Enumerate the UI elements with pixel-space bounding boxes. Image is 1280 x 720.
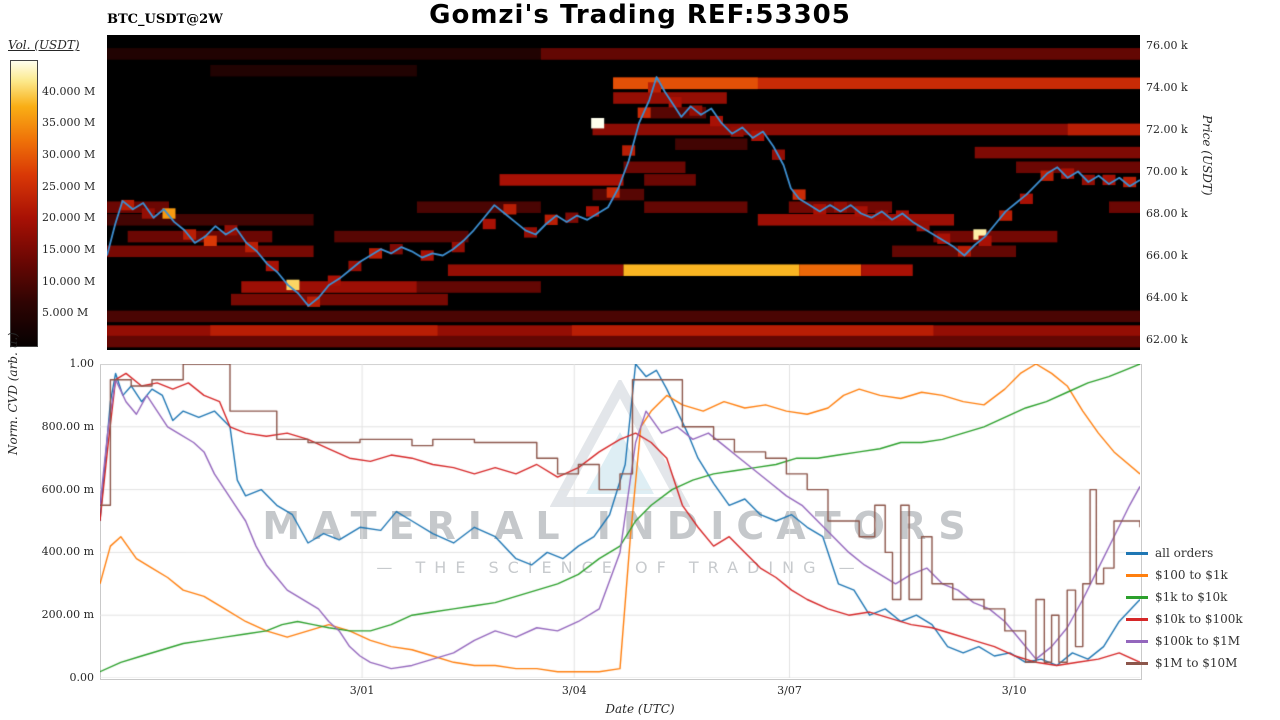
price-tick: 66.00 k <box>1146 248 1188 262</box>
colorbar-tick: 30.000 M <box>42 148 96 161</box>
price-tick: 76.00 k <box>1146 38 1188 52</box>
legend-swatch <box>1126 573 1148 577</box>
cvd-tick: 0.00 <box>69 671 95 684</box>
price-tick: 72.00 k <box>1146 122 1188 136</box>
legend-label: $100 to $1k <box>1155 568 1228 582</box>
date-tick: 3/10 <box>1001 684 1027 697</box>
colorbar-tick: 10.000 M <box>42 274 96 288</box>
price-heatmap-plot <box>107 35 1140 350</box>
legend-item: $1k to $10k <box>1126 586 1243 608</box>
legend-item: $10k to $100k <box>1126 608 1243 630</box>
legend-item: $100 to $1k <box>1126 564 1243 586</box>
date-axis-label: Date (UTC) <box>605 702 675 716</box>
legend-item: $100k to $1M <box>1126 630 1243 652</box>
price-tick: 70.00 k <box>1146 164 1188 178</box>
page-title: Gomzi's Trading REF:53305 <box>429 0 851 30</box>
price-axis-label: Price (USDT) <box>1200 115 1214 196</box>
colorbar-tick: 15.000 M <box>42 243 96 256</box>
colorbar-tick: 20.000 M <box>42 211 96 225</box>
volume-colorbar <box>10 60 38 347</box>
legend-label: all orders <box>1155 546 1214 560</box>
price-tick: 62.00 k <box>1146 332 1188 346</box>
legend: all orders $100 to $1k $1k to $10k $10k to … <box>1126 542 1243 674</box>
cvd-plot <box>100 364 1140 678</box>
cvd-tick: 200.00 m <box>41 608 94 622</box>
colorbar-tick: 35.000 M <box>42 116 96 130</box>
date-tick: 3/01 <box>349 684 375 697</box>
cvd-axis-label: Norm. CVD (arb. u.) <box>6 332 20 455</box>
price-tick: 64.00 k <box>1146 290 1188 304</box>
legend-item: $1M to $10M <box>1126 652 1243 674</box>
cvd-tick: 400.00 m <box>41 545 94 559</box>
cvd-tick: 1.00 <box>69 357 95 370</box>
legend-label: $10k to $100k <box>1155 612 1243 626</box>
cvd-tick: 600.00 m <box>41 482 94 496</box>
colorbar-tick: 40.000 M <box>42 84 96 98</box>
legend-swatch <box>1126 595 1148 599</box>
symbol-label: BTC_USDT@2W <box>107 12 223 27</box>
legend-label: $100k to $1M <box>1155 634 1241 648</box>
price-tick: 74.00 k <box>1146 80 1188 94</box>
legend-item: all orders <box>1126 542 1243 564</box>
legend-label: $1M to $10M <box>1155 656 1238 670</box>
legend-swatch <box>1126 661 1148 665</box>
price-tick: 68.00 k <box>1146 206 1188 220</box>
colorbar-tick: 5.000 M <box>42 306 89 320</box>
colorbar-tick: 25.000 M <box>42 179 96 193</box>
date-tick: 3/07 <box>777 684 802 697</box>
legend-swatch <box>1126 639 1148 643</box>
cvd-tick: 800.00 m <box>41 419 94 433</box>
legend-label: $1k to $10k <box>1155 590 1228 604</box>
legend-swatch <box>1126 617 1148 621</box>
legend-swatch <box>1126 551 1148 555</box>
date-tick: 3/04 <box>561 684 587 697</box>
colorbar-label: Vol. (USDT) <box>8 38 80 52</box>
